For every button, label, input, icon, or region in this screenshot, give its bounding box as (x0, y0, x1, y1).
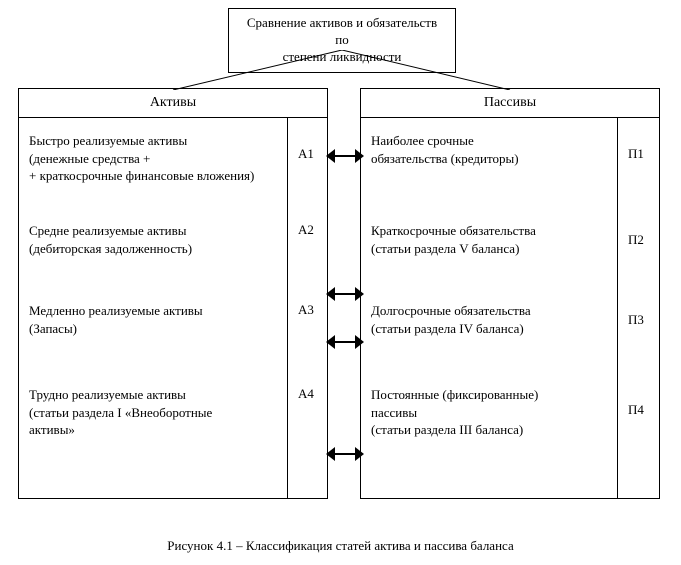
liabilities-header: Пассивы (361, 89, 659, 118)
figure-caption: Рисунок 4.1 – Классификация статей актив… (0, 538, 681, 554)
asset-row-code: А3 (291, 302, 321, 318)
asset-row-code: А2 (291, 222, 321, 238)
connector-lines (60, 50, 620, 90)
liability-row-code: П2 (621, 232, 651, 248)
liability-row-text: Долгосрочные обязательства(статьи раздел… (371, 302, 611, 337)
liability-row-code: П1 (621, 146, 651, 162)
liabilities-body: Наиболее срочныеобязательства (кредиторы… (361, 118, 659, 498)
double-arrow-icon (326, 149, 364, 163)
asset-row-text: Трудно реализуемые активы(статьи раздела… (29, 386, 281, 439)
double-arrow-icon (326, 447, 364, 461)
liability-row-code: П4 (621, 402, 651, 418)
assets-divider (287, 118, 288, 498)
asset-row-text: Быстро реализуемые активы(денежные средс… (29, 132, 281, 185)
liability-row-text: Наиболее срочныеобязательства (кредиторы… (371, 132, 611, 167)
liability-row-code: П3 (621, 312, 651, 328)
liability-row-text: Постоянные (фиксированные)пассивы(статьи… (371, 386, 611, 439)
asset-row-code: А4 (291, 386, 321, 402)
liability-row-text: Краткосрочные обязательства(статьи разде… (371, 222, 611, 257)
assets-header: Активы (19, 89, 327, 118)
double-arrow-icon (326, 287, 364, 301)
assets-column: Активы Быстро реализуемые активы(денежны… (18, 88, 328, 499)
double-arrow-icon (326, 335, 364, 349)
asset-row-text: Средне реализуемые активы(дебиторская за… (29, 222, 281, 257)
asset-row-code: А1 (291, 146, 321, 162)
asset-row-text: Медленно реализуемые активы(Запасы) (29, 302, 281, 337)
assets-body: Быстро реализуемые активы(денежные средс… (19, 118, 327, 498)
top-title-line1: Сравнение активов и обязательств по (247, 15, 437, 47)
liabilities-divider (617, 118, 618, 498)
liabilities-column: Пассивы Наиболее срочныеобязательства (к… (360, 88, 660, 499)
